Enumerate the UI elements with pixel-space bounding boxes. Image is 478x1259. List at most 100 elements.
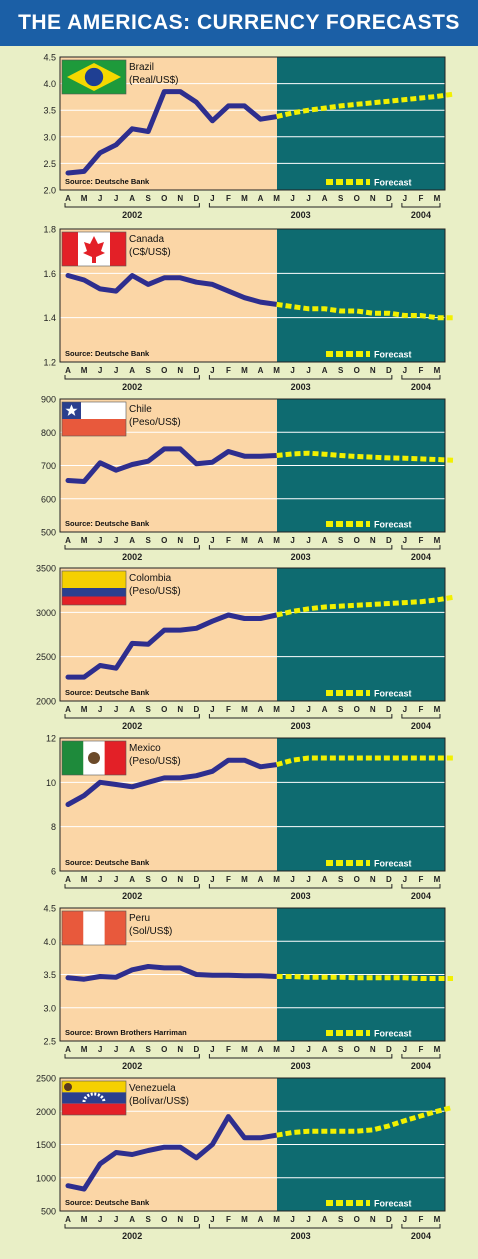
forecast-line (276, 974, 453, 981)
year-label: 2002 (122, 1061, 142, 1071)
month-label: A (129, 194, 135, 203)
source-note: Source: Deutsche Bank (65, 688, 150, 697)
month-label: M (241, 1215, 248, 1224)
y-tick-label: 1.6 (43, 269, 56, 279)
y-tick-label: 2000 (36, 697, 56, 707)
month-label: J (306, 1045, 310, 1054)
month-label: A (258, 366, 264, 375)
month-label: J (114, 194, 118, 203)
y-tick-label: 900 (41, 395, 56, 405)
country-name: Mexico (129, 743, 161, 754)
colombia-flag (61, 570, 127, 606)
month-label: N (177, 1215, 183, 1224)
month-label: J (114, 705, 118, 714)
forecast-area (277, 568, 445, 701)
month-label: S (338, 1045, 344, 1054)
month-label: J (290, 1215, 294, 1224)
year-label: 2003 (291, 721, 311, 731)
month-label: A (65, 366, 71, 375)
month-label: S (146, 536, 152, 545)
year-label: 2004 (411, 210, 431, 220)
forecast-area (277, 229, 445, 362)
month-label: O (161, 1045, 167, 1054)
year-bracket (64, 1054, 200, 1059)
y-tick-label: 500 (41, 1207, 56, 1217)
month-label: J (210, 875, 214, 884)
source-note: Source: Deutsche Bank (65, 177, 150, 186)
y-tick-label: 2500 (36, 652, 56, 662)
month-label: M (273, 1215, 280, 1224)
month-label: S (146, 1045, 152, 1054)
month-label: J (210, 705, 214, 714)
plot-frame (59, 398, 446, 533)
month-label: M (241, 194, 248, 203)
month-label: J (306, 366, 310, 375)
y-tick-label: 800 (41, 428, 56, 438)
month-label: D (386, 705, 392, 714)
month-label: M (241, 875, 248, 884)
year-label: 2004 (411, 552, 431, 562)
y-tick-label: 1.4 (43, 313, 56, 323)
year-bracket (208, 714, 393, 719)
month-label: J (306, 194, 310, 203)
month-label: N (370, 1045, 376, 1054)
y-tick-label: 12 (46, 734, 56, 744)
month-label: N (370, 875, 376, 884)
forecast-legend-label: Forecast (374, 350, 412, 360)
month-label: M (434, 875, 441, 884)
chart-panel-canada: 1.2 1.4 1.6 1.8 Canada (C$/US$) Source: Deutsc… (43, 225, 453, 392)
year-bracket (208, 375, 393, 380)
plot-frame (59, 737, 446, 872)
month-label: N (370, 705, 376, 714)
y-tick-label: 500 (41, 528, 56, 538)
plot-frame (59, 1077, 446, 1212)
year-bracket (401, 375, 441, 380)
source-note: Source: Deutsche Bank (65, 1198, 150, 1207)
month-label: F (418, 366, 423, 375)
month-label: A (65, 1045, 71, 1054)
y-tick-label: 1.8 (43, 225, 56, 235)
country-name: Peru (129, 913, 150, 924)
chart-panel-peru: 2.5 3.0 3.5 4.0 4.5 Peru (Sol/US$) Source: Brow… (43, 904, 453, 1071)
month-label: A (258, 705, 264, 714)
month-label: M (81, 875, 88, 884)
month-label: J (306, 536, 310, 545)
month-label: J (403, 1045, 407, 1054)
month-label: M (81, 1045, 88, 1054)
year-label: 2002 (122, 891, 142, 901)
source-note: Source: Deutsche Bank (65, 858, 150, 867)
month-label: A (129, 1215, 135, 1224)
month-label: F (418, 1215, 423, 1224)
year-label: 2002 (122, 382, 142, 392)
forecast-legend: Forecast (326, 689, 412, 699)
month-label: M (81, 1215, 88, 1224)
history-line (65, 964, 280, 982)
month-label: J (98, 366, 102, 375)
country-name: Venezuela (129, 1083, 176, 1094)
month-label: M (434, 194, 441, 203)
month-label: J (290, 194, 294, 203)
month-label: N (177, 366, 183, 375)
chart-panel-colombia: 2000 2500 3000 3500 Colombia (Peso/US$) Source… (36, 564, 454, 731)
month-label: S (146, 366, 152, 375)
month-label: J (290, 875, 294, 884)
year-label: 2002 (122, 210, 142, 220)
year-bracket (64, 545, 200, 550)
plot-frame (59, 228, 446, 363)
currency-unit: (Real/US$) (129, 75, 178, 86)
y-tick-label: 2.5 (43, 1037, 56, 1047)
venezuela-flag (61, 1080, 127, 1116)
year-label: 2004 (411, 1061, 431, 1071)
month-label: D (193, 705, 199, 714)
month-label: S (338, 1215, 344, 1224)
month-label: F (226, 536, 231, 545)
month-label: S (146, 194, 152, 203)
month-label: O (354, 536, 360, 545)
month-label: J (290, 1045, 294, 1054)
month-label: O (161, 705, 167, 714)
history-line (65, 757, 280, 807)
history-line (65, 446, 280, 484)
month-label: J (403, 875, 407, 884)
month-label: A (129, 1045, 135, 1054)
